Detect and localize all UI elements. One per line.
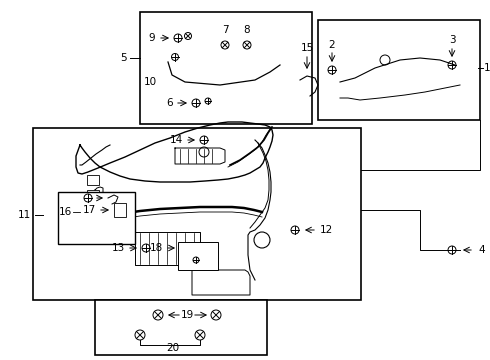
Bar	[140, 12, 312, 124]
Bar	[87, 175, 99, 185]
Text: 2: 2	[329, 40, 335, 50]
Text: 19: 19	[180, 310, 194, 320]
Text: 18: 18	[150, 243, 163, 253]
Text: 11: 11	[17, 210, 31, 220]
Text: 14: 14	[170, 135, 183, 145]
Bar	[87, 190, 99, 200]
Text: 6: 6	[167, 98, 173, 108]
Text: 13: 13	[112, 243, 125, 253]
Bar	[33, 128, 361, 300]
Bar	[178, 242, 218, 270]
Text: 4: 4	[478, 245, 485, 255]
Bar	[58, 192, 135, 244]
Text: 1: 1	[483, 63, 490, 73]
Bar	[114, 203, 126, 217]
Text: 3: 3	[449, 35, 455, 45]
Text: 10: 10	[144, 77, 157, 87]
Text: 20: 20	[167, 343, 179, 353]
Text: 8: 8	[244, 25, 250, 35]
Text: 12: 12	[320, 225, 333, 235]
Bar	[318, 20, 480, 120]
Text: 15: 15	[300, 43, 314, 53]
Text: 7: 7	[221, 25, 228, 35]
Text: 17: 17	[82, 205, 96, 215]
Text: 9: 9	[148, 33, 155, 43]
Text: 5: 5	[121, 53, 127, 63]
Text: 16: 16	[58, 207, 72, 217]
Bar	[95, 300, 267, 355]
